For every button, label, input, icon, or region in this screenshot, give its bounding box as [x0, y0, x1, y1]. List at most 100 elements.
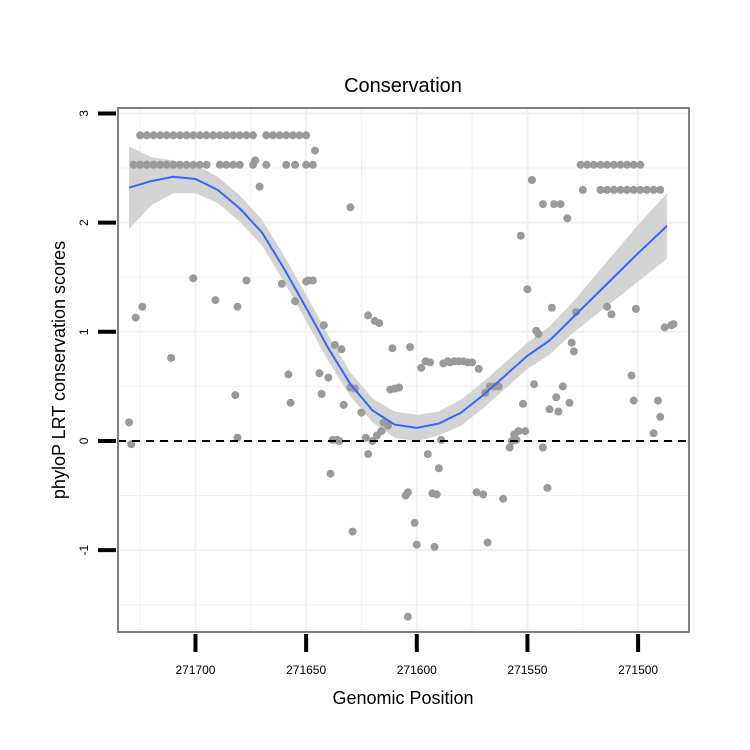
data-point	[233, 433, 242, 442]
x-tick-label: 271650	[286, 663, 326, 677]
data-point	[375, 319, 384, 328]
chart-title: Conservation	[344, 75, 462, 97]
data-point	[521, 427, 530, 436]
data-point	[406, 343, 415, 352]
data-point	[543, 483, 552, 492]
data-point	[403, 488, 412, 497]
data-point	[468, 358, 477, 367]
data-point	[377, 427, 386, 436]
data-point	[649, 429, 658, 438]
data-point	[136, 160, 145, 169]
data-point	[235, 131, 244, 140]
data-point	[364, 450, 373, 459]
data-point	[291, 160, 300, 169]
data-point	[222, 160, 231, 169]
data-point	[669, 320, 678, 329]
data-point	[242, 131, 251, 140]
data-point	[388, 344, 397, 353]
data-point	[295, 131, 304, 140]
data-point	[384, 421, 392, 430]
x-axis: 271700 271650 271600 271550 271500	[175, 634, 658, 677]
data-point	[636, 160, 645, 169]
data-point	[523, 285, 532, 294]
data-point	[395, 383, 404, 392]
data-point	[229, 160, 238, 169]
data-point	[629, 160, 638, 169]
data-point	[337, 345, 346, 354]
x-axis-title: Genomic Position	[332, 688, 473, 708]
data-point	[302, 160, 311, 169]
y-tick-label: 3	[77, 110, 91, 117]
data-point	[149, 160, 158, 169]
data-point	[603, 160, 612, 169]
data-point	[589, 160, 598, 169]
x-tick-label: 271550	[507, 663, 547, 677]
data-point	[558, 382, 567, 391]
data-point	[129, 160, 138, 169]
data-point	[189, 274, 198, 283]
data-point	[215, 131, 224, 140]
data-point	[603, 302, 612, 311]
data-point	[567, 338, 576, 347]
data-point	[472, 488, 481, 497]
data-point	[642, 185, 651, 194]
data-point	[656, 185, 665, 194]
data-point	[235, 160, 244, 169]
data-point	[282, 160, 291, 169]
data-point	[607, 310, 616, 319]
data-point	[629, 396, 638, 405]
data-point	[516, 231, 525, 240]
data-point	[534, 330, 543, 338]
data-point	[545, 405, 554, 414]
data-point	[138, 302, 147, 311]
data-point	[136, 131, 145, 140]
data-point	[222, 131, 231, 140]
confidence-band	[129, 146, 667, 441]
data-point	[149, 131, 158, 140]
data-point	[169, 131, 178, 140]
data-point	[627, 371, 636, 380]
data-point	[505, 443, 514, 452]
data-point	[432, 490, 441, 499]
data-point	[176, 160, 184, 169]
data-point	[530, 380, 539, 389]
data-point	[364, 311, 373, 320]
y-tick-label: 2	[77, 219, 91, 226]
data-point	[131, 313, 140, 322]
data-point	[262, 131, 271, 140]
y-tick-label: -1	[77, 544, 91, 555]
data-points	[125, 131, 678, 621]
data-point	[255, 182, 264, 191]
data-point	[623, 160, 631, 169]
data-point	[231, 391, 240, 400]
data-point	[556, 200, 565, 209]
data-point	[315, 369, 324, 378]
data-point	[286, 398, 295, 407]
data-point	[547, 303, 556, 312]
data-point	[514, 427, 523, 436]
data-point	[417, 363, 426, 372]
data-point	[565, 398, 574, 407]
data-point	[282, 131, 291, 140]
data-point	[156, 160, 165, 169]
data-point	[176, 131, 184, 140]
data-point	[202, 160, 211, 169]
y-tick-label: 0	[77, 437, 91, 444]
data-point	[319, 321, 328, 330]
data-point	[308, 160, 317, 169]
data-point	[499, 494, 508, 503]
data-point	[554, 407, 563, 416]
data-point	[596, 185, 605, 194]
x-tick-label: 271600	[397, 663, 437, 677]
data-point	[348, 527, 357, 536]
data-point	[430, 542, 439, 551]
smooth-line	[128, 175, 668, 429]
data-point	[649, 185, 658, 194]
confidence-band-area	[129, 146, 667, 441]
data-point	[142, 131, 151, 140]
panel-border	[117, 107, 690, 633]
data-point	[275, 131, 284, 140]
data-point	[211, 296, 220, 305]
data-point	[596, 160, 605, 169]
